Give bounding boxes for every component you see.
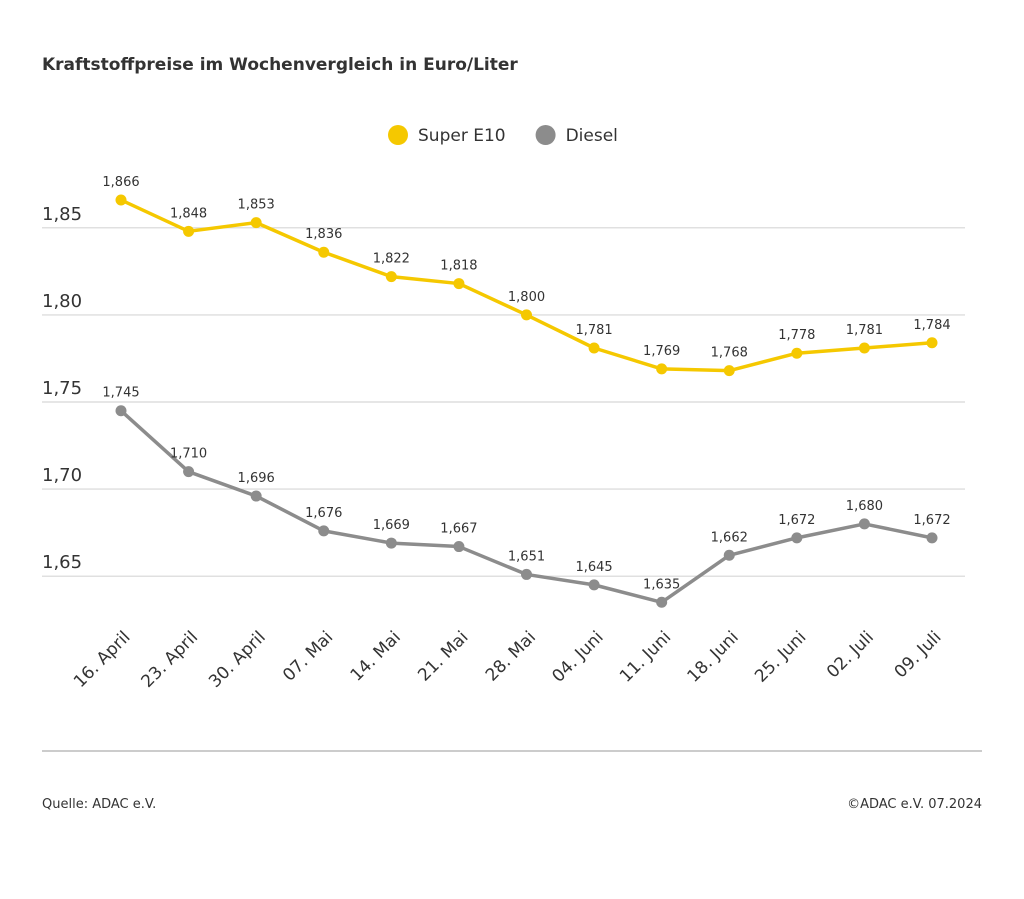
source: Quelle: ADAC e.V.: [42, 797, 156, 812]
data-point: [250, 490, 262, 502]
x-tick-label: 11. Juni: [616, 627, 675, 686]
x-tick-label: 09. Juli: [891, 627, 946, 682]
data-point: [588, 342, 600, 354]
data-label: 1,768: [711, 346, 748, 361]
data-point: [318, 246, 330, 258]
chart-title: Kraftstoffpreise im Wochenvergleich in E…: [42, 55, 518, 75]
data-label: 1,800: [508, 290, 545, 305]
data-label: 1,676: [305, 506, 342, 521]
data-label: 1,696: [238, 471, 275, 486]
data-label: 1,853: [238, 198, 275, 213]
data-label: 1,672: [913, 513, 950, 528]
data-label: 1,818: [440, 259, 477, 274]
data-point: [926, 532, 938, 544]
data-label: 1,645: [575, 560, 612, 575]
data-point: [858, 342, 870, 354]
legend-marker: [388, 125, 408, 145]
data-point: [858, 518, 870, 530]
data-label: 1,651: [508, 549, 545, 564]
credit: ©ADAC e.V. 07.2024: [847, 797, 982, 812]
x-tick-label: 16. April: [70, 627, 135, 692]
x-tick-label: 04. Juni: [548, 627, 607, 686]
data-label: 1,710: [170, 447, 207, 462]
data-label: 1,672: [778, 513, 815, 528]
data-label: 1,662: [711, 530, 748, 545]
data-point: [183, 225, 195, 237]
data-point: [115, 405, 127, 417]
data-point: [723, 549, 735, 561]
data-label: 1,745: [102, 386, 139, 401]
data-point: [521, 568, 532, 580]
y-tick-label: 1,80: [42, 291, 82, 312]
x-tick-label: 25. Juni: [751, 627, 810, 686]
data-point: [453, 541, 465, 553]
data-point: [723, 365, 735, 377]
data-label: 1,784: [913, 318, 950, 333]
x-tick-label: 07. Mai: [279, 627, 337, 685]
data-label: 1,836: [305, 227, 342, 242]
series-line: [120, 198, 933, 373]
data-point: [588, 579, 600, 591]
data-point: [791, 532, 803, 544]
legend-label: Diesel: [566, 126, 618, 146]
data-point: [250, 217, 262, 229]
data-label: 1,848: [170, 206, 207, 221]
data-label: 1,635: [643, 577, 680, 592]
data-label: 1,667: [440, 522, 477, 537]
data-point: [183, 466, 195, 478]
data-label: 1,669: [373, 518, 410, 533]
x-tick-label: 23. April: [138, 627, 203, 692]
x-tick-label: 02. Juli: [823, 627, 878, 682]
data-label: 1,866: [102, 175, 139, 190]
data-point: [385, 537, 397, 549]
x-tick-label: 14. Mai: [347, 627, 405, 685]
x-tick-label: 18. Juni: [684, 627, 743, 686]
legend-marker: [535, 125, 556, 145]
data-point: [656, 596, 668, 608]
legend-label: Super E10: [418, 126, 506, 146]
data-point: [656, 363, 668, 375]
data-label: 1,822: [373, 252, 410, 267]
data-point: [791, 347, 803, 359]
data-point: [521, 309, 532, 321]
data-label: 1,778: [778, 328, 815, 343]
data-point: [318, 525, 330, 537]
data-point: [115, 194, 127, 206]
data-label: 1,769: [643, 344, 680, 359]
data-point: [926, 337, 938, 349]
x-tick-label: 30. April: [205, 627, 270, 692]
data-label: 1,781: [846, 323, 883, 338]
data-label: 1,781: [575, 323, 612, 338]
data-point: [453, 278, 465, 290]
data-label: 1,680: [846, 499, 883, 514]
data-point: [385, 271, 397, 283]
x-tick-label: 21. Mai: [414, 627, 472, 685]
y-tick-label: 1,65: [42, 552, 82, 573]
x-tick-label: 28. Mai: [482, 627, 540, 685]
y-tick-label: 1,75: [42, 378, 82, 399]
y-tick-label: 1,85: [42, 204, 82, 225]
y-tick-label: 1,70: [42, 465, 82, 486]
